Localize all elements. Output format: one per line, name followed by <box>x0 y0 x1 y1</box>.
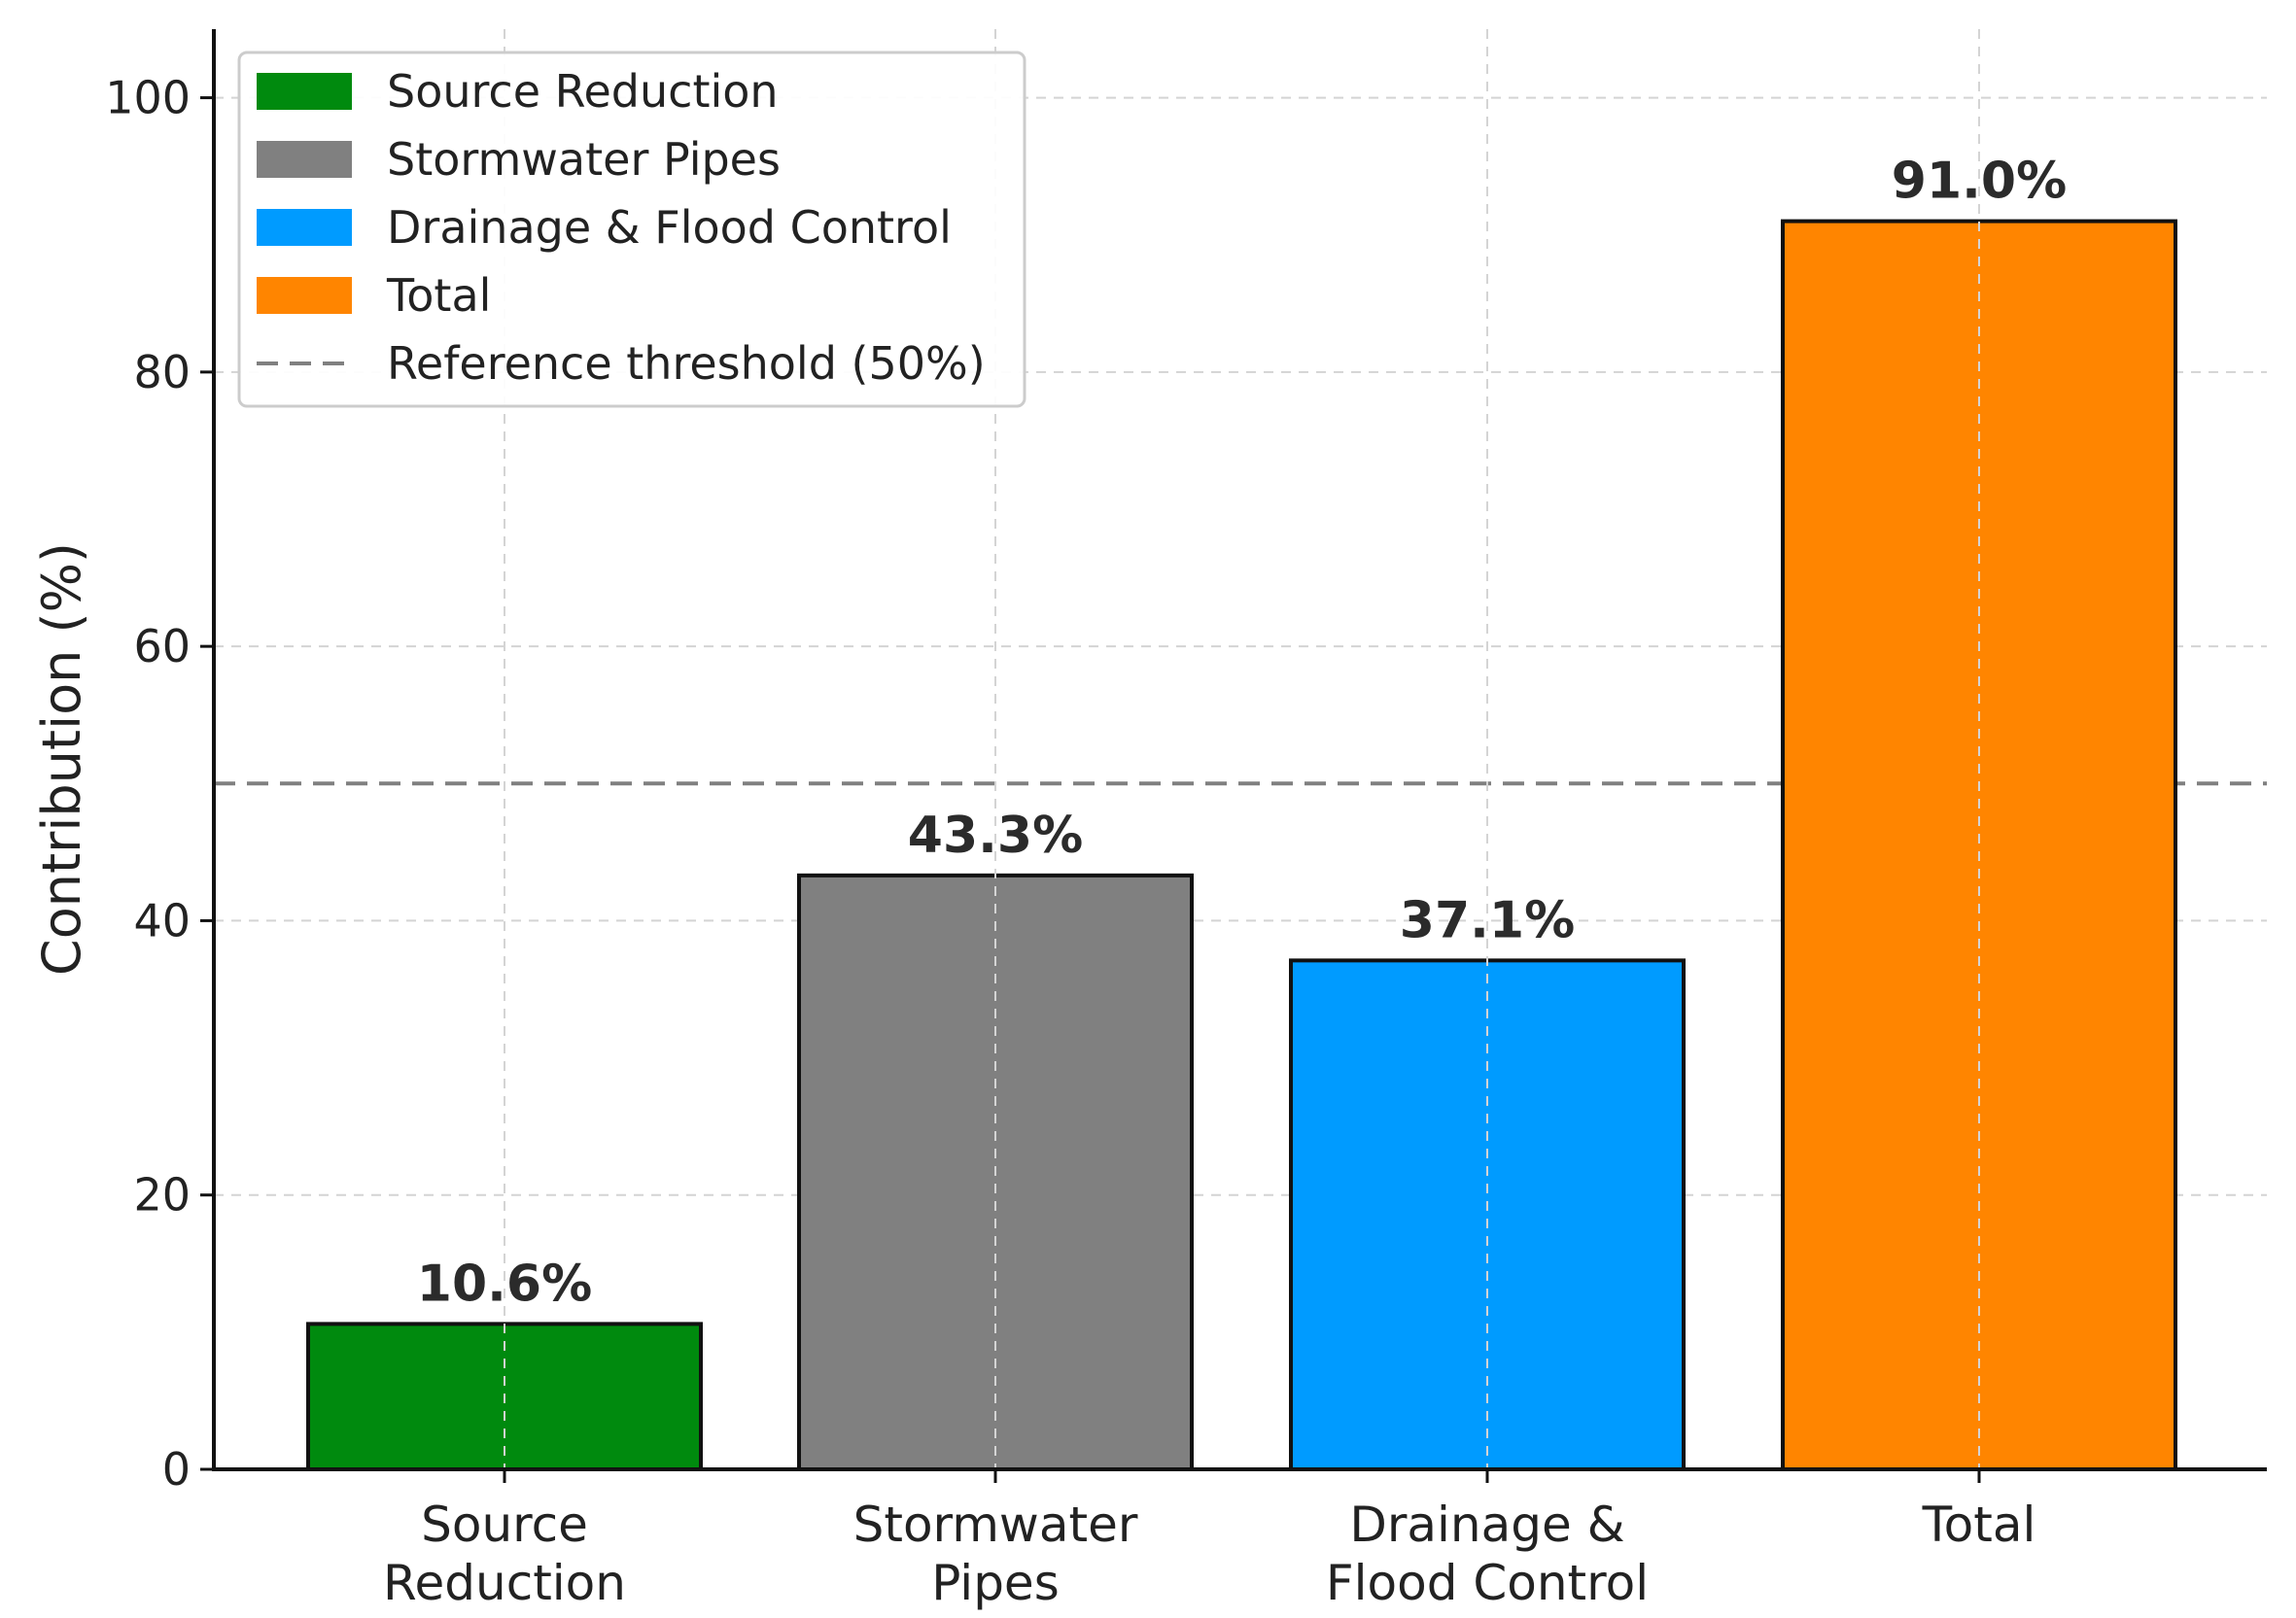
axes <box>212 29 2267 1471</box>
y-ticks: 0 20 40 60 80 100 <box>105 72 214 1496</box>
value-label: 91.0% <box>1892 153 2067 211</box>
y-tick-label: 20 <box>133 1169 191 1222</box>
x-tick-label: Total <box>1922 1497 2036 1553</box>
legend-swatch <box>257 141 352 178</box>
x-ticks: Source Reduction Stormwater Pipes Drainage &… <box>383 1469 2035 1611</box>
legend-label: Drainage & Flood Control <box>387 201 952 254</box>
y-tick-label: 100 <box>105 72 191 124</box>
y-tick-label: 0 <box>162 1443 191 1496</box>
x-tick-label: Stormwater Pipes <box>853 1497 1138 1611</box>
x-tick-label: Drainage & Flood Control <box>1326 1497 1649 1611</box>
legend-swatch <box>257 209 352 246</box>
legend-swatch <box>257 73 352 110</box>
bar-drainage-flood-control <box>1289 958 1686 1471</box>
legend-label: Reference threshold (50%) <box>387 337 986 390</box>
value-labels: 10.6% 43.3% 37.1% 91.0% <box>417 153 2067 1314</box>
bar-total <box>1781 219 2177 1472</box>
value-label: 37.1% <box>1400 891 1575 949</box>
vertical-grid <box>504 29 1980 1469</box>
legend-label: Stormwater Pipes <box>387 133 781 186</box>
y-tick-label: 60 <box>133 620 191 672</box>
legend-swatch <box>257 277 352 314</box>
value-label: 43.3% <box>908 807 1083 865</box>
x-tick-label: Source Reduction <box>383 1497 626 1611</box>
value-label: 10.6% <box>417 1255 592 1313</box>
legend: Source Reduction Stormwater Pipes Drainage… <box>237 51 1026 408</box>
legend-box <box>237 51 1026 408</box>
legend-label: Source Reduction <box>387 65 779 118</box>
y-tick-label: 80 <box>133 346 191 398</box>
y-tick-label: 40 <box>133 894 191 947</box>
y-axis-title: Contribution (%) <box>31 542 92 976</box>
legend-label: Total <box>386 269 491 322</box>
